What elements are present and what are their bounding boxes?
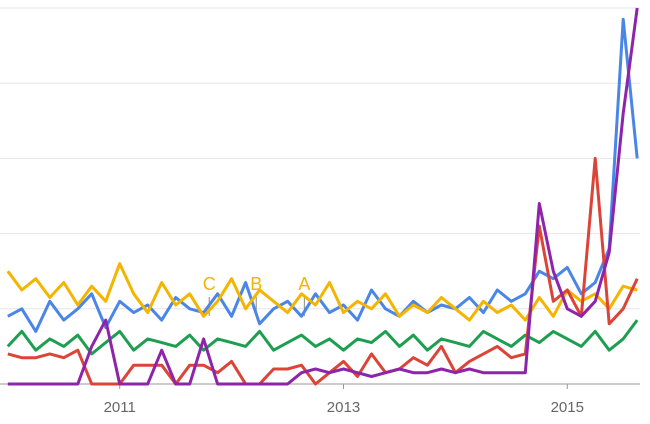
x-tick-label: 2011 xyxy=(104,399,136,416)
series-line xyxy=(6,262,638,322)
series-line xyxy=(7,156,639,386)
series-line xyxy=(6,319,639,356)
series-line xyxy=(7,7,639,386)
series-line xyxy=(7,17,639,333)
x-tick-label: 2013 xyxy=(327,399,360,416)
x-tick-label: 2015 xyxy=(551,399,584,416)
annotation-label: C xyxy=(203,274,216,294)
annotation-label: A xyxy=(298,274,310,294)
